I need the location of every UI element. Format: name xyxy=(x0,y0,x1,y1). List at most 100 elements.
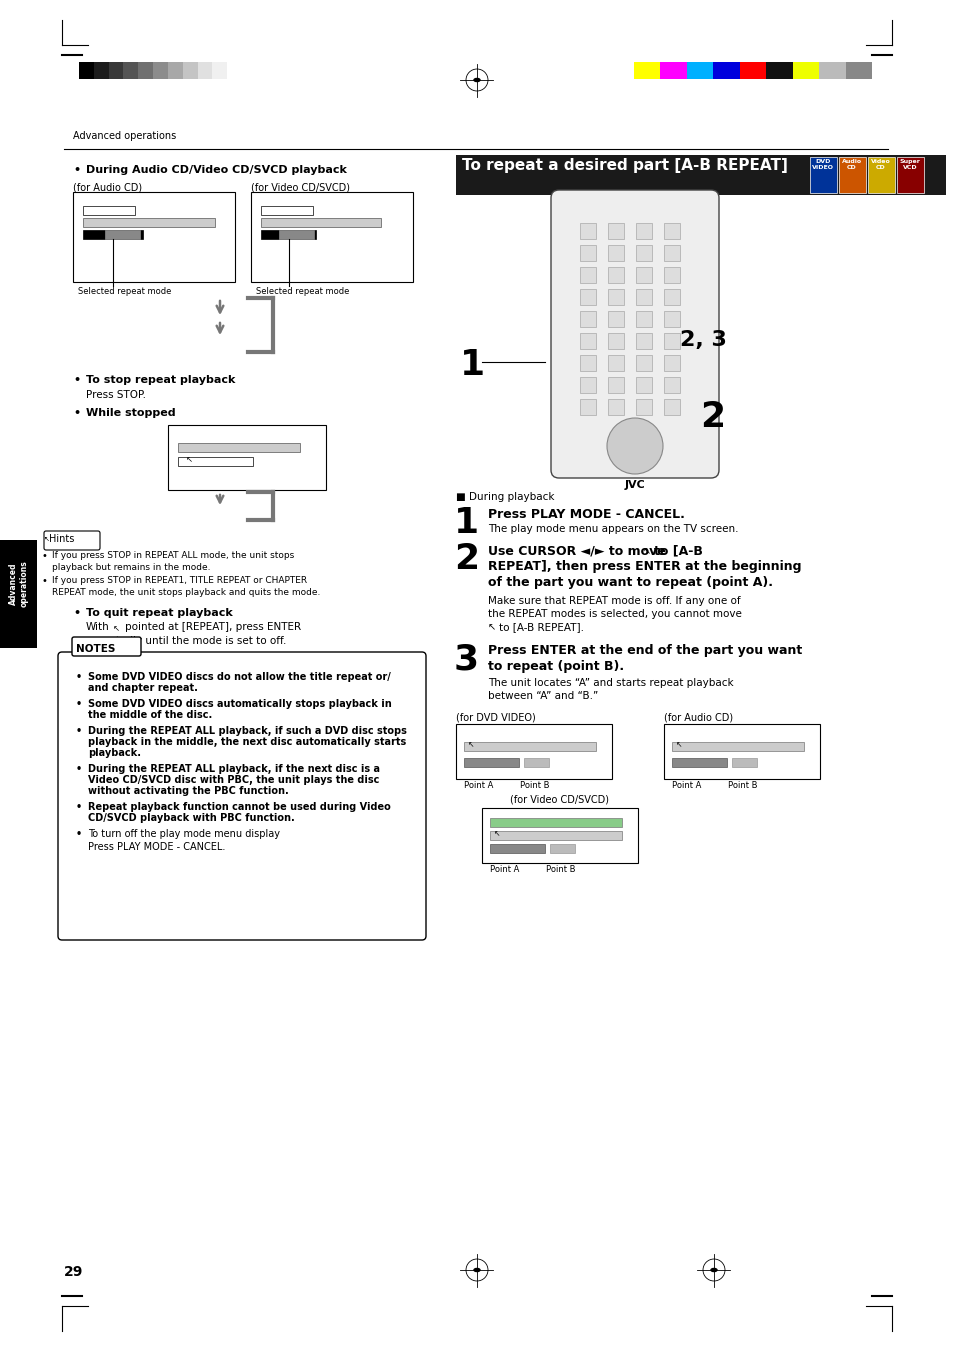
Bar xyxy=(523,758,548,767)
Text: ■ During playback: ■ During playback xyxy=(456,492,554,503)
Text: ↖: ↖ xyxy=(186,455,193,463)
Text: Point B: Point B xyxy=(519,781,549,790)
Text: The play mode menu appears on the TV screen.: The play mode menu appears on the TV scr… xyxy=(488,524,738,534)
Bar xyxy=(713,62,740,78)
Text: REPEAT mode, the unit stops playback and quits the mode.: REPEAT mode, the unit stops playback and… xyxy=(52,588,320,597)
Text: 29: 29 xyxy=(64,1265,83,1279)
Bar xyxy=(227,62,242,78)
Bar xyxy=(550,844,575,852)
Bar xyxy=(456,724,612,780)
Bar xyxy=(607,399,623,415)
Bar xyxy=(636,377,651,393)
Bar xyxy=(579,332,596,349)
Bar xyxy=(83,205,135,215)
Bar xyxy=(261,218,380,227)
Text: Video
CD: Video CD xyxy=(870,159,890,170)
Bar xyxy=(607,332,623,349)
Bar xyxy=(663,332,679,349)
Text: (for Video CD/SVCD): (for Video CD/SVCD) xyxy=(251,182,350,193)
Bar xyxy=(838,157,865,193)
Text: Press PLAY MODE - CANCEL.: Press PLAY MODE - CANCEL. xyxy=(488,508,684,521)
Bar xyxy=(671,758,726,767)
Text: To repeat a desired part [A-B REPEAT]: To repeat a desired part [A-B REPEAT] xyxy=(461,158,787,173)
Bar xyxy=(867,157,894,193)
Text: •: • xyxy=(73,608,80,617)
Text: If you press STOP in REPEAT ALL mode, the unit stops: If you press STOP in REPEAT ALL mode, th… xyxy=(52,551,294,561)
Text: playback.: playback. xyxy=(88,748,141,758)
Bar xyxy=(792,62,819,78)
Text: Point A: Point A xyxy=(671,781,700,790)
Text: ↖: ↖ xyxy=(266,230,273,239)
Text: JVC: JVC xyxy=(624,480,644,490)
Bar xyxy=(607,245,623,261)
Bar xyxy=(636,355,651,372)
Text: Super
VCD: Super VCD xyxy=(899,159,920,170)
Bar xyxy=(636,311,651,327)
Text: During the REPEAT ALL playback, if such a DVD disc stops: During the REPEAT ALL playback, if such … xyxy=(88,725,406,736)
Bar xyxy=(123,62,138,78)
Bar xyxy=(178,443,299,453)
Text: ↖: ↖ xyxy=(468,740,474,748)
Text: the middle of the disc.: the middle of the disc. xyxy=(88,711,212,720)
Bar xyxy=(579,223,596,239)
Bar xyxy=(607,355,623,372)
Bar xyxy=(607,267,623,282)
Bar xyxy=(579,289,596,305)
Bar xyxy=(636,267,651,282)
Bar xyxy=(636,245,651,261)
Bar xyxy=(607,311,623,327)
FancyBboxPatch shape xyxy=(551,190,719,478)
Text: NOTES: NOTES xyxy=(76,644,115,654)
Bar xyxy=(278,230,314,239)
Text: (for Audio CD): (for Audio CD) xyxy=(73,182,142,193)
Bar xyxy=(168,426,326,490)
Bar xyxy=(663,223,679,239)
Bar xyxy=(73,192,234,282)
Text: •: • xyxy=(42,576,48,586)
Bar xyxy=(261,205,313,215)
Text: (for Video CD/SVCD): (for Video CD/SVCD) xyxy=(510,794,609,805)
Text: During the REPEAT ALL playback, if the next disc is a: During the REPEAT ALL playback, if the n… xyxy=(88,765,379,774)
Bar xyxy=(152,62,169,78)
Bar xyxy=(739,62,766,78)
Text: •: • xyxy=(73,408,80,417)
Bar xyxy=(0,540,37,648)
Bar xyxy=(579,267,596,282)
Bar xyxy=(579,399,596,415)
Bar xyxy=(663,724,820,780)
Bar xyxy=(809,157,836,193)
FancyBboxPatch shape xyxy=(44,531,100,550)
Text: (for Audio CD): (for Audio CD) xyxy=(663,712,732,721)
Text: To turn off the play mode menu display: To turn off the play mode menu display xyxy=(88,830,280,839)
Text: ↖: ↖ xyxy=(642,546,651,557)
Ellipse shape xyxy=(474,1269,479,1271)
Text: to [A-B REPEAT].: to [A-B REPEAT]. xyxy=(498,621,583,632)
Bar xyxy=(481,808,638,863)
Text: Point B: Point B xyxy=(727,781,757,790)
Bar xyxy=(579,377,596,393)
Text: To stop repeat playback: To stop repeat playback xyxy=(86,376,235,385)
Text: repeatedly until the mode is set to off.: repeatedly until the mode is set to off. xyxy=(86,636,286,646)
Bar xyxy=(213,62,228,78)
Bar xyxy=(261,230,315,239)
Text: (for DVD VIDEO): (for DVD VIDEO) xyxy=(456,712,536,721)
Text: 2, 3: 2, 3 xyxy=(679,330,726,350)
Text: Selected repeat mode: Selected repeat mode xyxy=(255,286,349,296)
Text: •: • xyxy=(73,165,80,176)
Text: pointed at [REPEAT], press ENTER: pointed at [REPEAT], press ENTER xyxy=(125,621,301,632)
Text: Point A: Point A xyxy=(490,865,518,874)
Bar xyxy=(463,758,518,767)
Text: to [A-B: to [A-B xyxy=(654,544,702,557)
Text: Point A: Point A xyxy=(463,781,493,790)
Text: DVD
VIDEO: DVD VIDEO xyxy=(811,159,833,170)
Bar xyxy=(607,377,623,393)
Bar xyxy=(178,457,253,466)
Bar xyxy=(579,245,596,261)
Text: •: • xyxy=(76,802,82,812)
Text: 1: 1 xyxy=(454,507,478,540)
Bar xyxy=(663,311,679,327)
Bar xyxy=(634,62,660,78)
Text: playback in the middle, the next disc automatically starts: playback in the middle, the next disc au… xyxy=(88,738,406,747)
Text: With: With xyxy=(86,621,110,632)
Text: Advanced operations: Advanced operations xyxy=(73,131,176,141)
